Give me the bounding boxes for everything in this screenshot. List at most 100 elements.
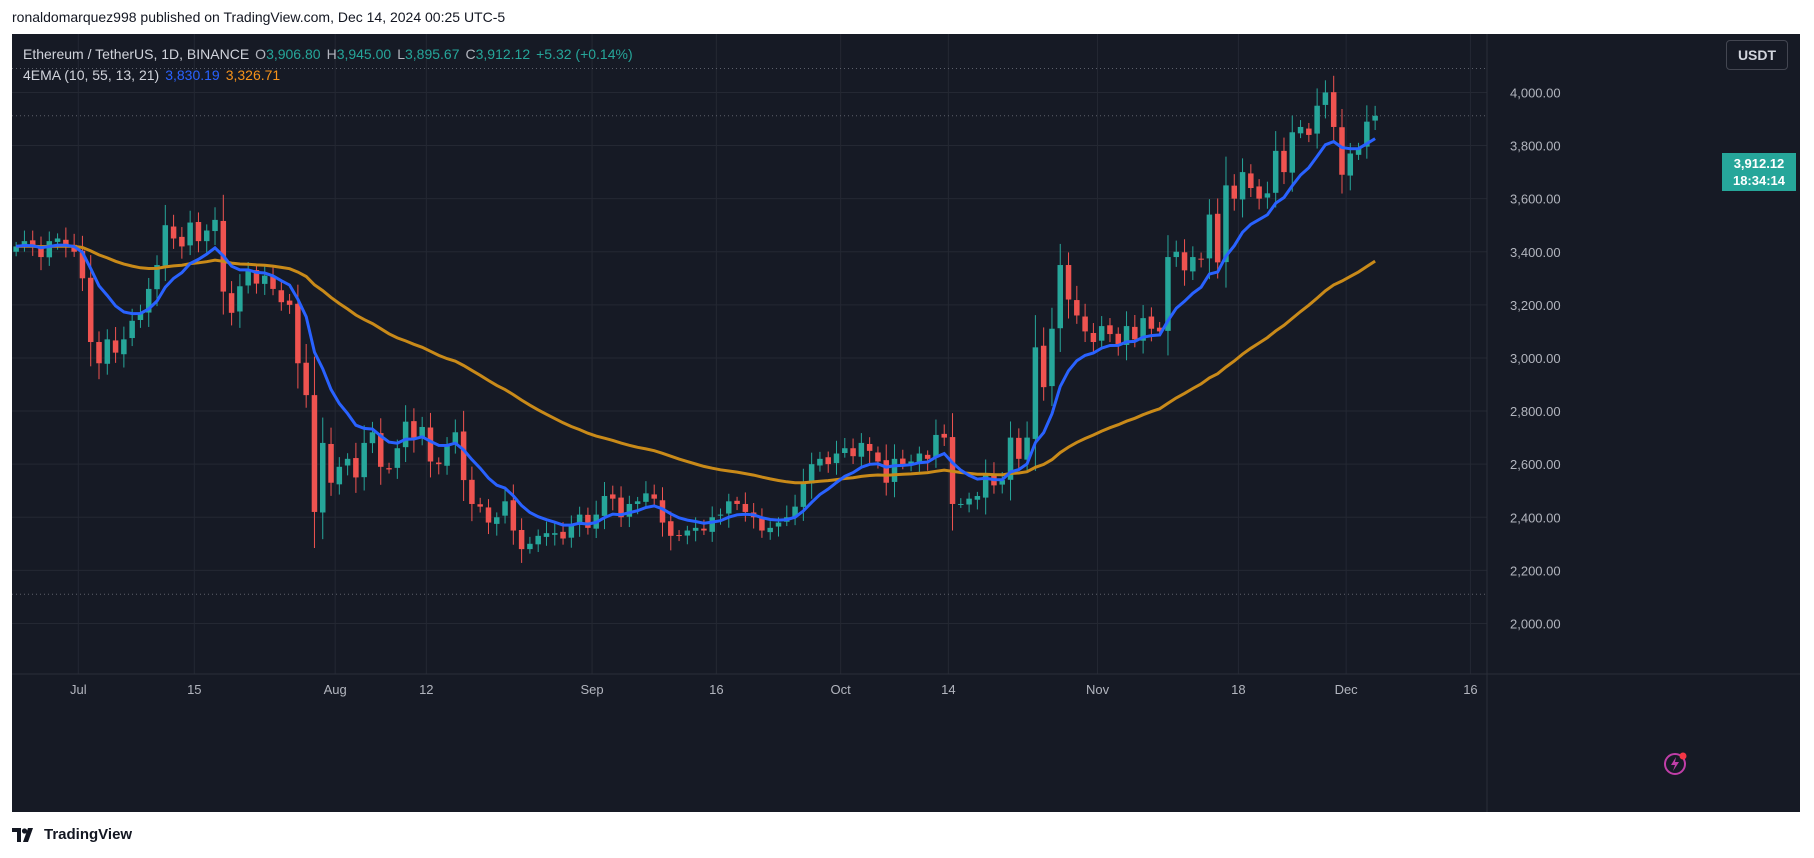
candle-body[interactable] <box>1289 132 1296 173</box>
candle-body[interactable] <box>1231 185 1238 199</box>
candle-body[interactable] <box>742 503 749 512</box>
candle-body[interactable] <box>1372 115 1378 121</box>
candle-body[interactable] <box>427 427 434 462</box>
candle-body[interactable] <box>974 496 981 500</box>
price-chart[interactable]: 2,000.00 2,200.00 2,400.00 2,600.00 2,800.00… <box>12 34 1800 812</box>
candle-body[interactable] <box>444 445 450 466</box>
candle-body[interactable] <box>924 454 931 459</box>
candle-body[interactable] <box>1339 127 1345 175</box>
candle-body[interactable] <box>212 219 218 232</box>
candle-body[interactable] <box>1223 185 1229 263</box>
candle-body[interactable] <box>328 443 334 483</box>
candle-body[interactable] <box>436 462 442 465</box>
candle-body[interactable] <box>610 494 616 499</box>
candle-body[interactable] <box>394 448 401 468</box>
candle-body[interactable] <box>775 522 782 527</box>
candle-body[interactable] <box>1297 126 1304 134</box>
candle-body[interactable] <box>875 452 881 462</box>
candle-body[interactable] <box>560 531 566 539</box>
candle-body[interactable] <box>1181 252 1188 271</box>
candle-body[interactable] <box>1314 105 1320 134</box>
candle-body[interactable] <box>1248 173 1254 189</box>
candle-body[interactable] <box>1256 186 1262 199</box>
candle-body[interactable] <box>54 238 61 242</box>
candle-body[interactable] <box>825 457 831 465</box>
candle-body[interactable] <box>676 535 682 537</box>
candle-body[interactable] <box>684 530 691 536</box>
candle-body[interactable] <box>154 265 160 290</box>
candle-body[interactable] <box>634 501 641 504</box>
candle-body[interactable] <box>145 288 152 313</box>
candle-body[interactable] <box>1049 328 1055 387</box>
candle-body[interactable] <box>1322 92 1329 105</box>
symbol-title[interactable]: Ethereum / TetherUS, 1D, BINANCE <box>23 46 250 62</box>
candle-body[interactable] <box>469 479 475 504</box>
candle-body[interactable] <box>576 514 583 525</box>
candle-body[interactable] <box>1239 172 1246 200</box>
candle-body[interactable] <box>966 498 972 505</box>
candle-body[interactable] <box>626 503 633 517</box>
candle-body[interactable] <box>278 290 285 303</box>
candle-body[interactable] <box>1082 316 1088 332</box>
candle-body[interactable] <box>1347 153 1354 176</box>
candle-body[interactable] <box>402 421 409 448</box>
candle-body[interactable] <box>411 421 417 438</box>
candle-body[interactable] <box>535 535 541 545</box>
candle-body[interactable] <box>908 461 914 465</box>
candle-body[interactable] <box>800 482 807 507</box>
candle-body[interactable] <box>96 342 102 364</box>
candle-body[interactable] <box>1190 257 1196 272</box>
candle-body[interactable] <box>1165 257 1171 331</box>
candle-body[interactable] <box>585 514 591 528</box>
candle-body[interactable] <box>203 230 210 242</box>
candle-body[interactable] <box>891 458 898 482</box>
candle-body[interactable] <box>1140 318 1146 341</box>
candle-body[interactable] <box>477 504 483 507</box>
candle-body[interactable] <box>112 340 119 353</box>
candle-body[interactable] <box>1032 347 1039 439</box>
candle-body[interactable] <box>1281 150 1287 173</box>
candle-body[interactable] <box>253 270 260 284</box>
candle-body[interactable] <box>833 453 840 464</box>
candle-body[interactable] <box>916 453 923 463</box>
candle-body[interactable] <box>21 241 28 246</box>
candle-body[interactable] <box>900 458 906 465</box>
candle-body[interactable] <box>1123 326 1130 345</box>
candle-body[interactable] <box>767 527 773 533</box>
candle-body[interactable] <box>336 466 343 485</box>
candle-body[interactable] <box>808 464 815 484</box>
candle-body[interactable] <box>311 395 318 512</box>
candle-body[interactable] <box>651 494 657 499</box>
candle-body[interactable] <box>1115 333 1122 345</box>
candle-body[interactable] <box>361 442 367 478</box>
currency-button[interactable]: USDT <box>1726 40 1788 70</box>
candle-body[interactable] <box>261 275 268 284</box>
candle-body[interactable] <box>1330 92 1337 127</box>
candle-body[interactable] <box>726 501 732 514</box>
candle-body[interactable] <box>460 431 467 481</box>
candle-body[interactable] <box>982 474 989 498</box>
candle-body[interactable] <box>1272 150 1279 193</box>
candle-body[interactable] <box>87 277 94 343</box>
candle-body[interactable] <box>1148 316 1155 329</box>
candle-body[interactable] <box>1156 327 1163 332</box>
candle-body[interactable] <box>659 500 666 523</box>
candle-body[interactable] <box>121 339 127 355</box>
candle-body[interactable] <box>494 517 500 524</box>
candle-body[interactable] <box>386 468 392 470</box>
chart-panel[interactable]: 2,000.00 2,200.00 2,400.00 2,600.00 2,800.00… <box>12 34 1800 812</box>
candle-body[interactable] <box>245 270 251 286</box>
candle-body[interactable] <box>29 240 36 247</box>
candle-body[interactable] <box>378 433 384 467</box>
candle-body[interactable] <box>1364 121 1370 147</box>
candle-body[interactable] <box>1074 300 1080 316</box>
footer-brand[interactable]: TradingView <box>12 826 132 843</box>
candle-body[interactable] <box>709 517 715 532</box>
candle-body[interactable] <box>552 533 558 535</box>
candle-body[interactable] <box>286 300 293 305</box>
candle-body[interactable] <box>668 521 674 536</box>
candle-body[interactable] <box>1090 332 1097 343</box>
candle-body[interactable] <box>527 543 533 550</box>
candle-body[interactable] <box>1355 148 1362 155</box>
candle-body[interactable] <box>419 426 425 438</box>
